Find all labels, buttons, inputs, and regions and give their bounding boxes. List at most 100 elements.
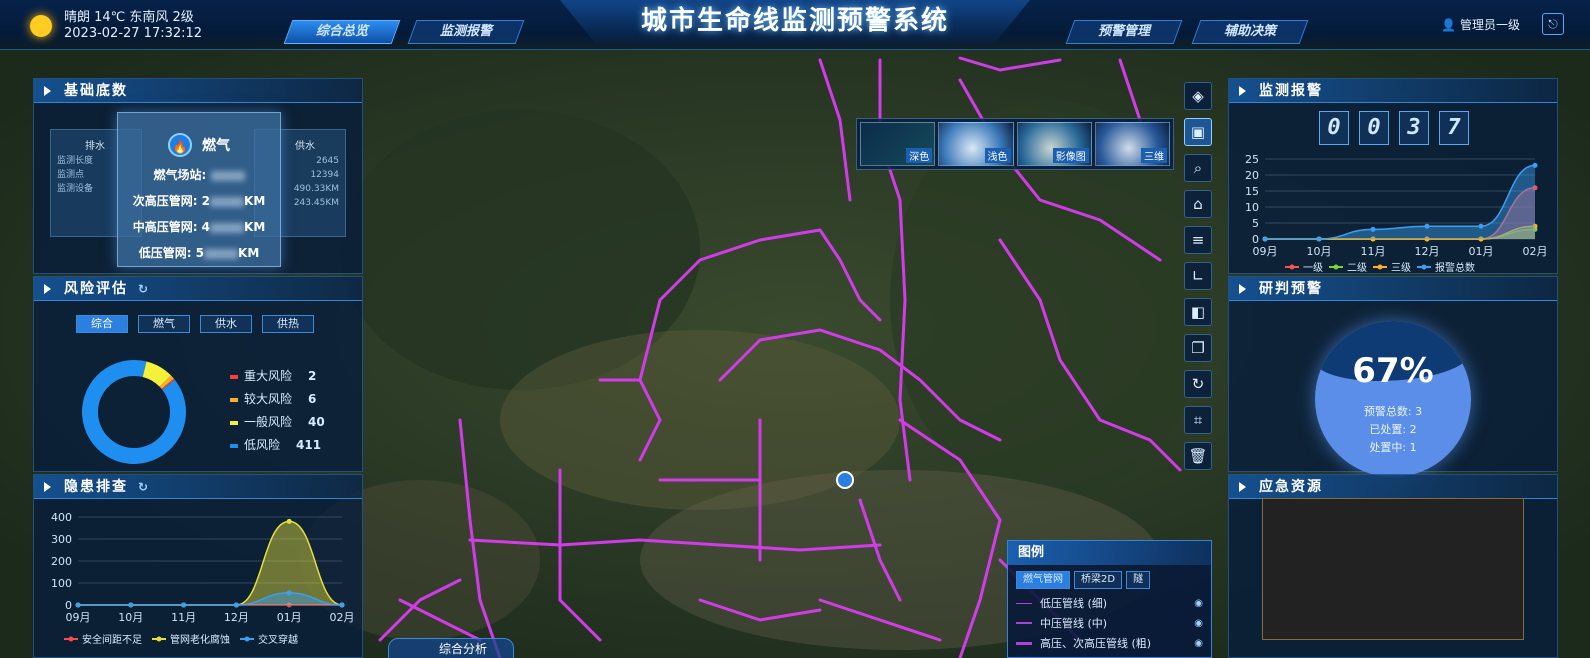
data-point[interactable] bbox=[1532, 223, 1538, 229]
refresh-icon[interactable]: ↻ bbox=[1184, 370, 1212, 398]
data-point[interactable] bbox=[1424, 236, 1430, 242]
risk-tab-water[interactable]: 供水 bbox=[200, 315, 252, 333]
forecast-gauge: 67% 预警总数: 3 已处置: 2 处置中: 1 bbox=[1315, 321, 1471, 477]
search-icon[interactable]: ⌕ bbox=[1184, 154, 1212, 182]
window-icon[interactable]: ❐ bbox=[1184, 334, 1212, 362]
refresh-icon[interactable]: ↻ bbox=[138, 282, 151, 296]
donut-slice[interactable] bbox=[142, 361, 171, 387]
legend-tab-gas[interactable]: 燃气管网 bbox=[1016, 571, 1070, 589]
legend-swatch bbox=[230, 374, 238, 379]
risk-value: 40 bbox=[308, 415, 325, 429]
risk-tab-heat[interactable]: 供热 bbox=[262, 315, 314, 333]
y-tick-label: 10 bbox=[1245, 201, 1259, 214]
risk-tab-gas[interactable]: 燃气 bbox=[138, 315, 190, 333]
legend-label: 交叉穿越 bbox=[258, 633, 298, 646]
series-area bbox=[1265, 165, 1535, 239]
data-point[interactable] bbox=[1316, 236, 1322, 242]
y-tick-label: 20 bbox=[1245, 169, 1259, 182]
donut-slice[interactable] bbox=[82, 360, 186, 464]
system-title: 城市生命线监测预警系统 bbox=[640, 6, 949, 36]
legend-marker bbox=[1377, 264, 1383, 270]
crop-icon[interactable]: ⌗ bbox=[1184, 406, 1212, 434]
x-tick-label: 01月 bbox=[1469, 245, 1494, 258]
risk-name: 重大风险 bbox=[244, 369, 293, 383]
legend-tab-tunnel[interactable]: 隧 bbox=[1126, 571, 1151, 589]
risk-legend-item[interactable]: 低风险 411 bbox=[230, 434, 325, 457]
counter-digit: 7 bbox=[1439, 111, 1469, 145]
data-point[interactable] bbox=[1532, 162, 1538, 168]
x-tick-label: 12月 bbox=[1415, 245, 1440, 258]
basemap-light[interactable]: 浅色 bbox=[938, 122, 1014, 166]
counter-digit: 0 bbox=[1359, 111, 1389, 145]
water-line-1: 2645 bbox=[316, 156, 339, 166]
nav-tab-overview[interactable]: 综合总览 bbox=[283, 20, 401, 44]
data-point[interactable] bbox=[286, 602, 292, 608]
counter-digit: 3 bbox=[1399, 111, 1429, 145]
nav-tab-warning[interactable]: 预警管理 bbox=[1065, 20, 1183, 44]
legend-title: 图例 bbox=[1008, 541, 1211, 565]
locate-icon[interactable]: ⌂ bbox=[1184, 190, 1212, 218]
nav-tab-monitor[interactable]: 监测报警 bbox=[407, 20, 525, 44]
water-line-2: 12394 bbox=[310, 170, 339, 180]
refresh-icon[interactable]: ↻ bbox=[138, 480, 151, 494]
risk-title: 风险评估 ↻ bbox=[34, 277, 362, 301]
query-icon[interactable]: ≡ bbox=[1184, 226, 1212, 254]
panel-icon[interactable]: ◧ bbox=[1184, 298, 1212, 326]
donut-slice[interactable] bbox=[161, 378, 175, 390]
data-point[interactable] bbox=[286, 518, 292, 524]
eye-icon[interactable]: ◉ bbox=[1194, 637, 1203, 649]
basemap-dark[interactable]: 深色 bbox=[860, 122, 936, 166]
data-point[interactable] bbox=[75, 602, 81, 608]
risk-tab-all[interactable]: 综合 bbox=[76, 315, 128, 333]
data-point[interactable] bbox=[233, 602, 239, 608]
data-point[interactable] bbox=[1424, 223, 1430, 229]
x-tick-label: 02月 bbox=[330, 611, 355, 624]
data-point[interactable] bbox=[1370, 226, 1376, 232]
drain-label: 排水 bbox=[85, 141, 105, 152]
user-menu[interactable]: 👤 管理员一级 bbox=[1441, 16, 1520, 33]
map-legend: 图例 燃气管网 桥梁2D 隧 低压管线 (细) ◉ 中压管线 (中) ◉ 高压、次高… bbox=[1007, 540, 1212, 658]
risk-donut-chart bbox=[82, 360, 186, 464]
data-point[interactable] bbox=[181, 602, 187, 608]
nav-tab-decision[interactable]: 辅助决策 bbox=[1191, 20, 1309, 44]
data-point[interactable] bbox=[339, 602, 345, 608]
exit-icon[interactable]: ⎋ bbox=[1542, 13, 1564, 35]
eye-icon[interactable]: ◉ bbox=[1194, 597, 1203, 609]
legend-label: 三级 bbox=[1391, 262, 1411, 274]
legend-marker bbox=[68, 636, 74, 642]
risk-legend-item[interactable]: 一般风险 40 bbox=[230, 411, 325, 434]
delete-icon[interactable]: 🗑 bbox=[1184, 442, 1212, 470]
data-point[interactable] bbox=[1532, 185, 1538, 191]
data-point[interactable] bbox=[128, 602, 134, 608]
y-tick-label: 300 bbox=[51, 533, 72, 546]
donut-slice[interactable] bbox=[159, 375, 174, 389]
risk-tabs: 综合 燃气 供水 供热 bbox=[76, 315, 314, 333]
legend-marker bbox=[244, 636, 250, 642]
basemap-imagery[interactable]: 影像图 bbox=[1016, 122, 1092, 166]
data-point[interactable] bbox=[1262, 236, 1268, 242]
x-tick-label: 10月 bbox=[1307, 245, 1332, 258]
data-point[interactable] bbox=[286, 590, 292, 596]
eye-icon[interactable]: ◉ bbox=[1194, 617, 1203, 629]
data-point[interactable] bbox=[1478, 236, 1484, 242]
legend-row: 高压、次高压管线 (粗) ◉ bbox=[1016, 635, 1203, 651]
risk-legend-item[interactable]: 较大风险 6 bbox=[230, 388, 325, 411]
video-player[interactable] bbox=[1262, 498, 1524, 640]
risk-legend: 重大风险 2 较大风险 6 一般风险 40 低风险 411 bbox=[230, 365, 325, 457]
measure-icon[interactable]: ∟ bbox=[1184, 262, 1212, 290]
data-point[interactable] bbox=[1370, 236, 1376, 242]
legend-label: 报警总数 bbox=[1435, 261, 1475, 274]
basemap-3d[interactable]: 三维 bbox=[1094, 122, 1170, 166]
risk-legend-item[interactable]: 重大风险 2 bbox=[230, 365, 325, 388]
data-point[interactable] bbox=[1478, 223, 1484, 229]
risk-value: 411 bbox=[296, 438, 322, 452]
legend-marker bbox=[1333, 264, 1339, 270]
layers-icon[interactable]: ◈ bbox=[1184, 82, 1212, 110]
system-title-bar: 城市生命线监测预警系统 bbox=[560, 0, 1030, 46]
legend-label: 二级 bbox=[1347, 262, 1367, 274]
analysis-button[interactable]: 综合分析 bbox=[388, 638, 514, 658]
legend-tab-bridge[interactable]: 桥梁2D bbox=[1074, 571, 1123, 589]
map-switch-icon[interactable]: ▣ bbox=[1184, 118, 1212, 146]
